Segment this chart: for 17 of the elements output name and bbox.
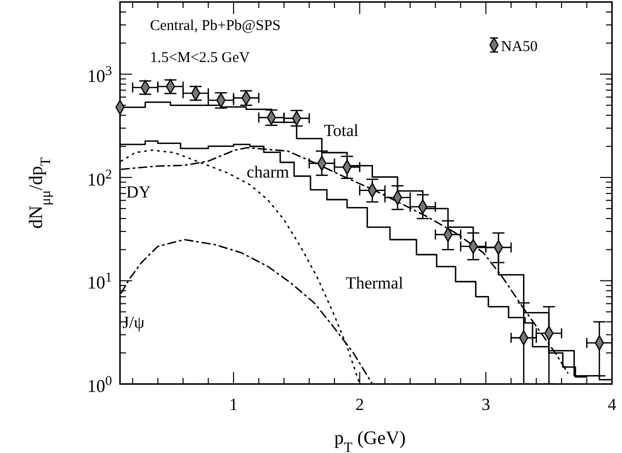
- annotation: Central, Pb+Pb@SPS: [150, 18, 281, 34]
- y-tick-label: 10$^{1}$: [87, 269, 112, 293]
- x-tick-label: 4: [608, 395, 617, 414]
- y-tick-label: 10$^{3}$: [87, 62, 112, 86]
- x-tick-label: 3: [482, 395, 490, 414]
- x-axis-title: p$_{T}$ (GeV): [334, 428, 406, 453]
- series-label: DY: [126, 182, 151, 202]
- series-label: charm: [246, 162, 290, 182]
- y-tick-label: 10$^{2}$: [87, 166, 112, 190]
- series-label: Thermal: [346, 274, 404, 293]
- legend-label: NA50: [501, 39, 538, 55]
- x-tick-label: 2: [355, 395, 364, 414]
- x-tick-label: 1: [229, 395, 238, 414]
- annotation: 1.5<M<2.5 GeV: [150, 50, 250, 66]
- series-label: Total: [324, 121, 359, 140]
- series-label: J/ψ: [122, 312, 145, 332]
- y-tick-label: 10$^{0}$: [87, 372, 112, 396]
